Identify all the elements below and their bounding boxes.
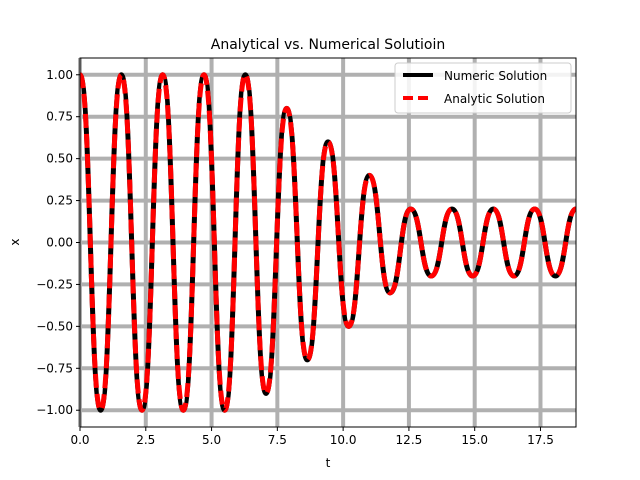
- x-tick-label: 15.0: [461, 433, 488, 447]
- x-tick-label: 7.5: [268, 433, 287, 447]
- chart-title: Analytical vs. Numerical Solutioin: [211, 37, 445, 53]
- x-tick-label: 12.5: [396, 433, 423, 447]
- analytic-solution-line: [80, 72, 576, 413]
- y-axis-label: x: [8, 238, 22, 245]
- y-tick-label: 1.00: [46, 68, 73, 82]
- legend-numeric-label: Numeric Solution: [444, 69, 547, 83]
- legend: Numeric Solution Analytic Solution: [394, 62, 572, 114]
- x-tick-label: 2.5: [136, 433, 155, 447]
- x-axis-label: t: [326, 456, 331, 470]
- legend-analytic-label: Analytic Solution: [444, 92, 545, 106]
- x-tick-label: 0.0: [70, 433, 89, 447]
- y-tick-label: −0.50: [36, 319, 73, 333]
- y-tick-label: −0.25: [36, 277, 73, 291]
- y-tick-label: 0.75: [46, 110, 73, 124]
- y-tick-label: 0.00: [46, 236, 73, 250]
- legend-box: [394, 62, 572, 114]
- x-tick-label: 5.0: [202, 433, 221, 447]
- x-tick-label: 17.5: [527, 433, 554, 447]
- y-tick-label: −1.00: [36, 403, 73, 417]
- series-lines: [80, 72, 576, 413]
- y-tick-label: −0.75: [36, 361, 73, 375]
- y-tick-label: 0.50: [46, 152, 73, 166]
- y-tick-label: 0.25: [46, 194, 73, 208]
- x-tick-label: 10.0: [330, 433, 357, 447]
- axis-ticks: 0.0 2.5 5.0 7.5 10.0 12.5 15.0 17.5 −1.00 −0.75 −0…: [36, 68, 554, 447]
